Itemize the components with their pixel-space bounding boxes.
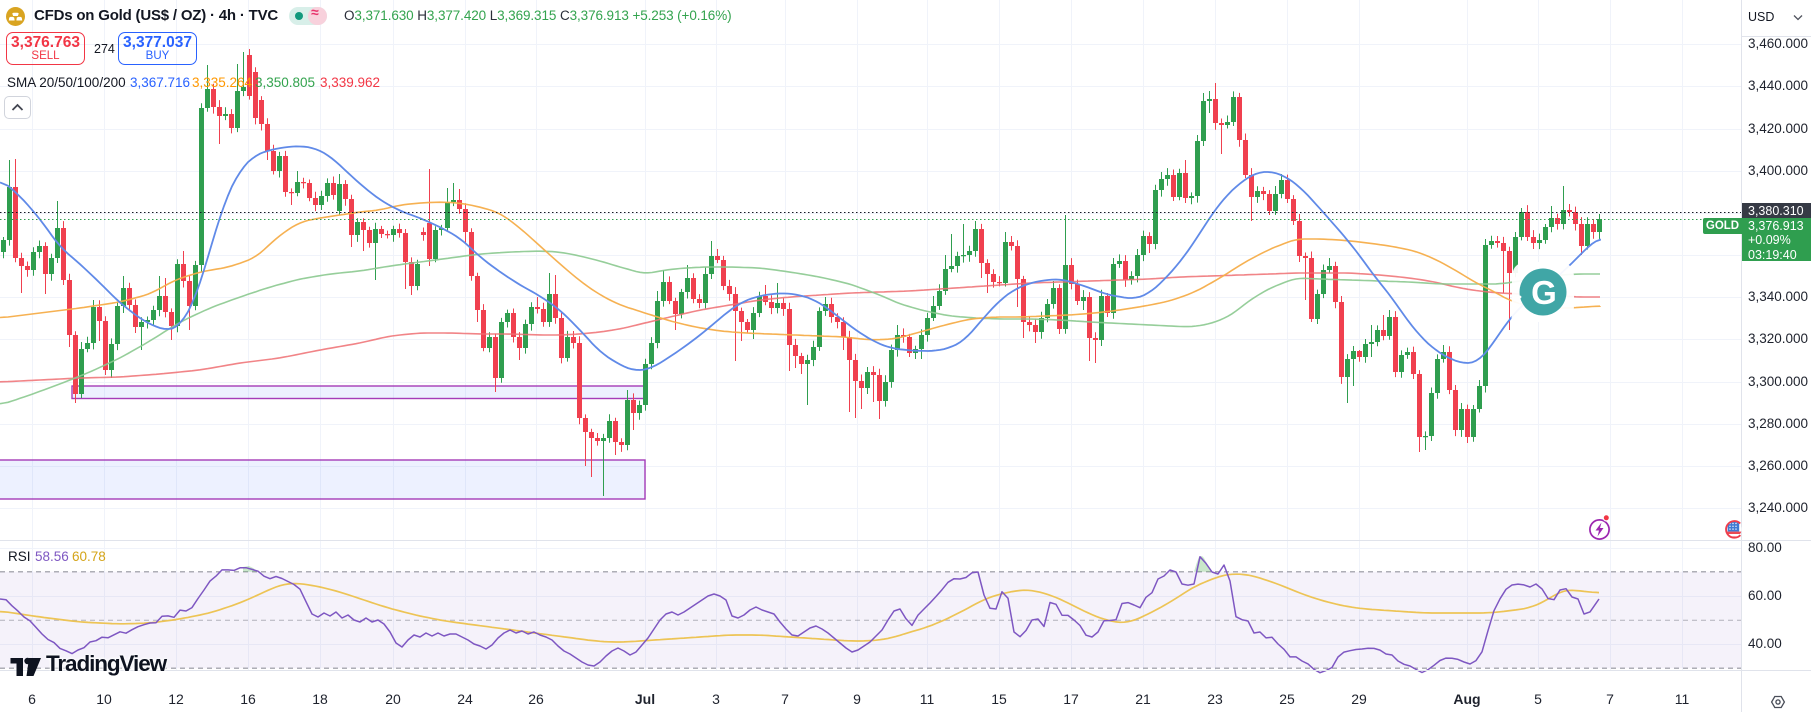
- svg-text:G: G: [1531, 274, 1557, 311]
